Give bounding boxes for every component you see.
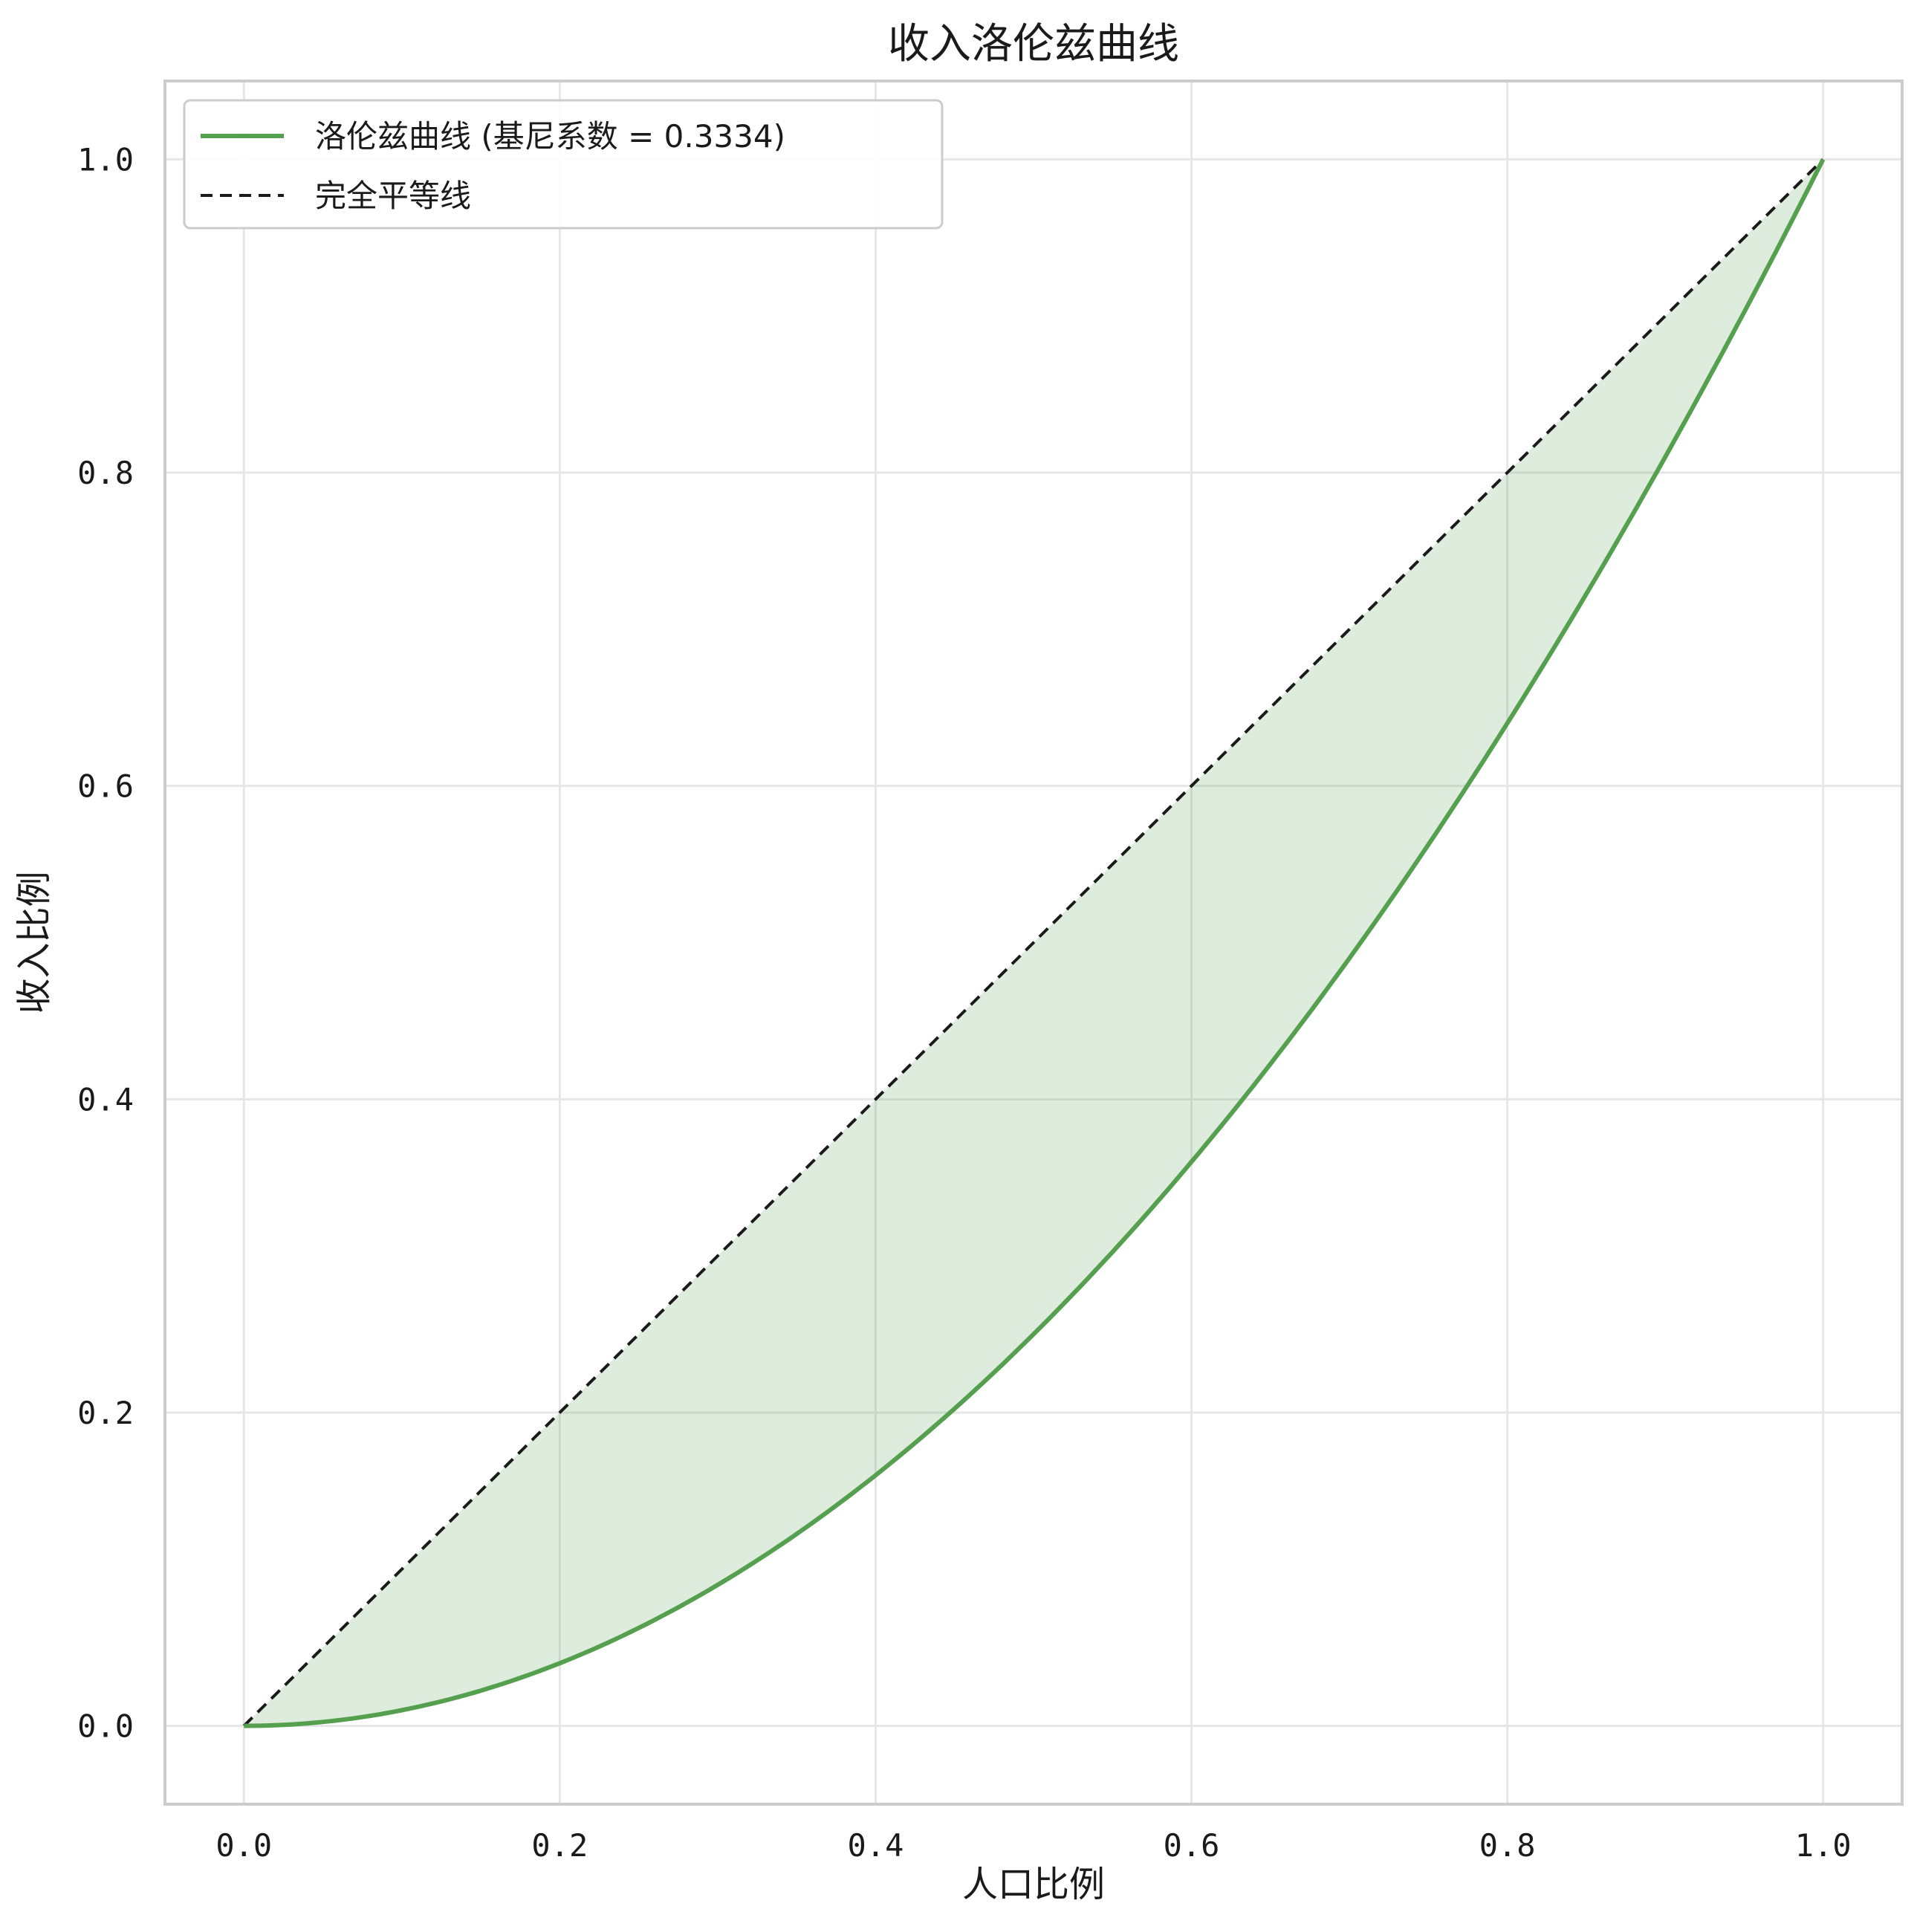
x-tick-label: 0.8 xyxy=(1479,1827,1536,1864)
lorenz-curve xyxy=(244,158,1826,1728)
plot-frame xyxy=(163,80,1904,1806)
y-axis-label: 收入比例 xyxy=(13,871,55,1014)
y-tick-label: 0.2 xyxy=(77,1395,134,1431)
x-tick-label: 0.4 xyxy=(848,1827,904,1864)
y-tick-label: 0.0 xyxy=(77,1708,134,1745)
x-axis-label: 人口比例 xyxy=(962,1864,1105,1905)
y-tick-label: 0.6 xyxy=(77,768,134,805)
legend: 洛伦兹曲线 (基尼系数 = 0.3334) 完全平等线 xyxy=(183,99,944,230)
series-group xyxy=(242,158,1826,1728)
legend-label: 洛伦兹曲线 (基尼系数 = 0.3334) xyxy=(315,118,785,155)
x-tick-label: 0.2 xyxy=(531,1827,588,1864)
x-tick-label: 0.6 xyxy=(1164,1827,1220,1864)
tick-labels: 0.0 0.2 0.4 0.6 0.8 1.0 0.0 0.2 0.4 0.6 0.8 1.0 xyxy=(77,141,1852,1864)
x-tick-label: 1.0 xyxy=(1795,1827,1852,1864)
y-tick-label: 1.0 xyxy=(77,141,134,178)
chart-title: 收入洛伦兹曲线 xyxy=(888,20,1179,68)
x-tick-label: 0.0 xyxy=(215,1827,272,1864)
legend-box xyxy=(183,99,944,230)
equality-line xyxy=(242,158,1825,1728)
legend-label: 完全平等线 xyxy=(315,178,471,214)
y-tick-label: 0.4 xyxy=(77,1081,134,1118)
y-tick-label: 0.8 xyxy=(77,455,134,491)
